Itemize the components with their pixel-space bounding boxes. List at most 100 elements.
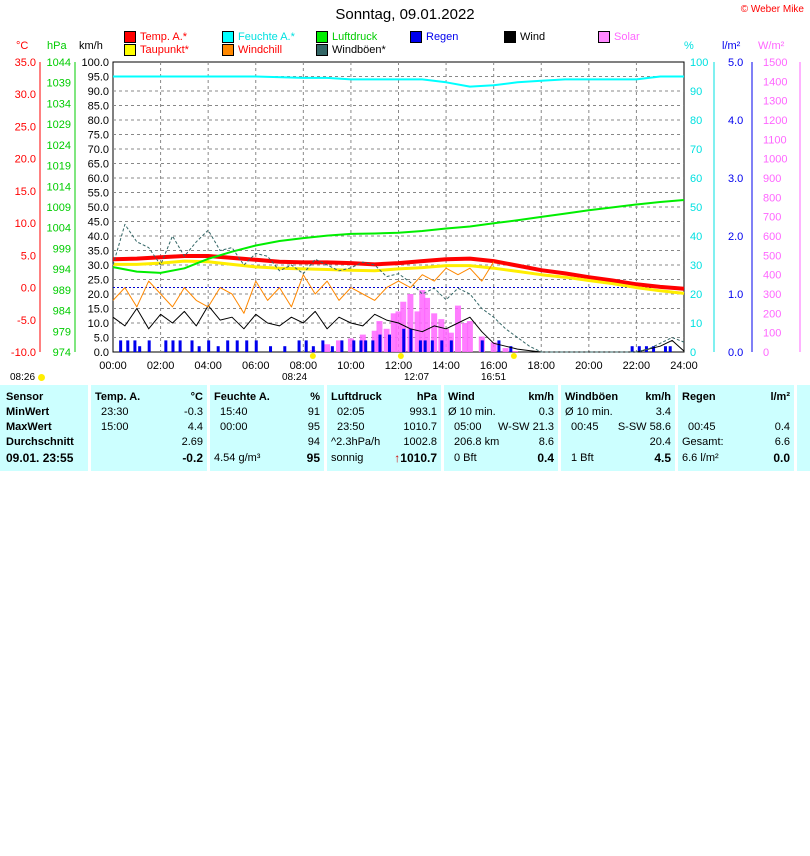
humidity-tick-label: 100 [690,57,708,69]
legend-swatch [410,31,422,43]
solar-bar [490,342,497,352]
solar-bar [424,297,431,352]
wind-tick-label: 15.0 [88,304,109,316]
col-separator [88,385,91,471]
cell-direction-value: S-SW 58.6 [617,421,671,433]
rain-bar [440,340,444,352]
sun-mark-3: 16:51 [481,372,507,383]
rain-bar [235,340,239,352]
pressure-tick-label: 984 [53,306,71,318]
rain-bar [190,340,194,352]
col-separator [558,385,561,471]
cell-time: 02:05 [337,406,365,418]
cell-current: ↑1010.7 [394,451,437,465]
legend-label: Wind [520,31,546,43]
solar-tick-label: 400 [763,270,781,282]
cell-time: 23:50 [337,421,365,433]
legend-item: Feuchte A.* [222,31,295,43]
pressure-tick-label: 1044 [47,57,71,69]
cell-value: 993.1 [409,406,437,418]
x-tick-label: 12:00 [385,360,413,372]
credit-link[interactable]: © Weber Mike [740,4,804,15]
cell-value: 91 [307,406,320,418]
rain-tick-label: 4.0 [728,115,743,127]
pressure-tick-label: 1039 [47,78,71,90]
cell-value: 2.69 [181,436,203,448]
solar-tick-label: 700 [763,212,781,224]
wind-tick-label: 50.0 [88,202,109,214]
legend-swatch [222,31,234,43]
solar-bar [359,334,366,352]
x-tick-label: 14:00 [432,360,460,372]
series-luftdruck [112,199,685,274]
pressure-tick-label: 1014 [47,181,71,193]
weather-chart: 00:00 02:00 04:00 06:00 08:00 10:00 12:00 14:00… [11,57,801,372]
cell-time: 05:00 [454,421,482,433]
wind-tick-label: 10.0 [88,318,109,330]
solar-tick-label: 1100 [763,134,787,146]
solar-tick-label: 500 [763,250,781,262]
cell-current: 0.4 [537,451,554,465]
wind-tick-label: 90.0 [88,86,109,98]
cell-value: -0.3 [184,406,203,418]
chart-title: Sonntag, 09.01.2022 [335,6,475,23]
cell-time: 23:30 [101,406,129,418]
solar-bar [454,305,461,352]
legend-swatch [124,31,136,43]
solar-bar [400,301,407,352]
pressure-tick-label: 974 [53,347,71,359]
rain-bar [402,328,406,352]
col-unit: km/h [528,391,554,403]
rain-bar [371,340,375,352]
x-tick-label: 22:00 [623,360,651,372]
pressure-tick-label: 1034 [47,98,71,110]
wind-tick-label: 100.0 [81,57,109,69]
solar-bar [371,330,378,352]
rain-bar [171,340,175,352]
cell-value: 95 [307,421,320,433]
legend-swatch [124,44,136,56]
solar-bar [443,328,450,352]
cell-label: Ø 10 min. [448,406,496,418]
wind-tick-label: 55.0 [88,188,109,200]
solar-tick-label: 1500 [763,57,787,69]
humidity-tick-label: 0 [690,347,696,359]
cell-label: Ø 10 min. [565,406,613,418]
legend-item: Wind [504,31,545,43]
rain-bar [304,340,308,352]
rain-tick-label: 5.0 [728,57,743,69]
wind-tick-label: 0.0 [94,347,109,359]
solar-tick-label: 300 [763,289,781,301]
solar-bar [431,313,438,352]
legend-label: Regen [426,31,459,43]
wind-tick-label: 25.0 [88,275,109,287]
cell-time: 15:00 [101,421,129,433]
col-header: Sensor [6,391,44,403]
solar-bar [414,311,421,352]
cell-current: 4.5 [654,451,671,465]
sun-marker [510,353,517,359]
arrow-up-icon: ↑ [394,451,401,465]
solar-bar [438,319,445,352]
wind-tick-label: 70.0 [88,144,109,156]
legend-item: Windböen* [316,44,386,56]
sun-mark-1: 08:24 [282,372,308,383]
temp-tick-label: 35.0 [15,57,36,69]
col-header: Luftdruck [331,391,382,403]
legend-label: Taupunkt* [140,44,189,56]
wind-tick-label: 65.0 [88,159,109,171]
col-separator [794,385,797,471]
legend-item: Windchill [222,44,282,56]
rain-bar [480,340,484,352]
legend-item: Luftdruck [316,31,377,43]
col-header: Wind [448,391,475,403]
rain-bar [652,346,656,352]
legend-item: Temp. A.* [124,31,187,43]
solar-tick-label: 1000 [763,154,787,166]
cell-distance: 206.8 km [454,436,500,448]
rain-bar [637,346,641,352]
pressure-tick-label: 994 [53,264,71,276]
row-avg: Durchschnitt [6,436,74,448]
humidity-tick-label: 30 [690,260,702,272]
cell-trend: ^2.3hPa/h [331,436,381,448]
